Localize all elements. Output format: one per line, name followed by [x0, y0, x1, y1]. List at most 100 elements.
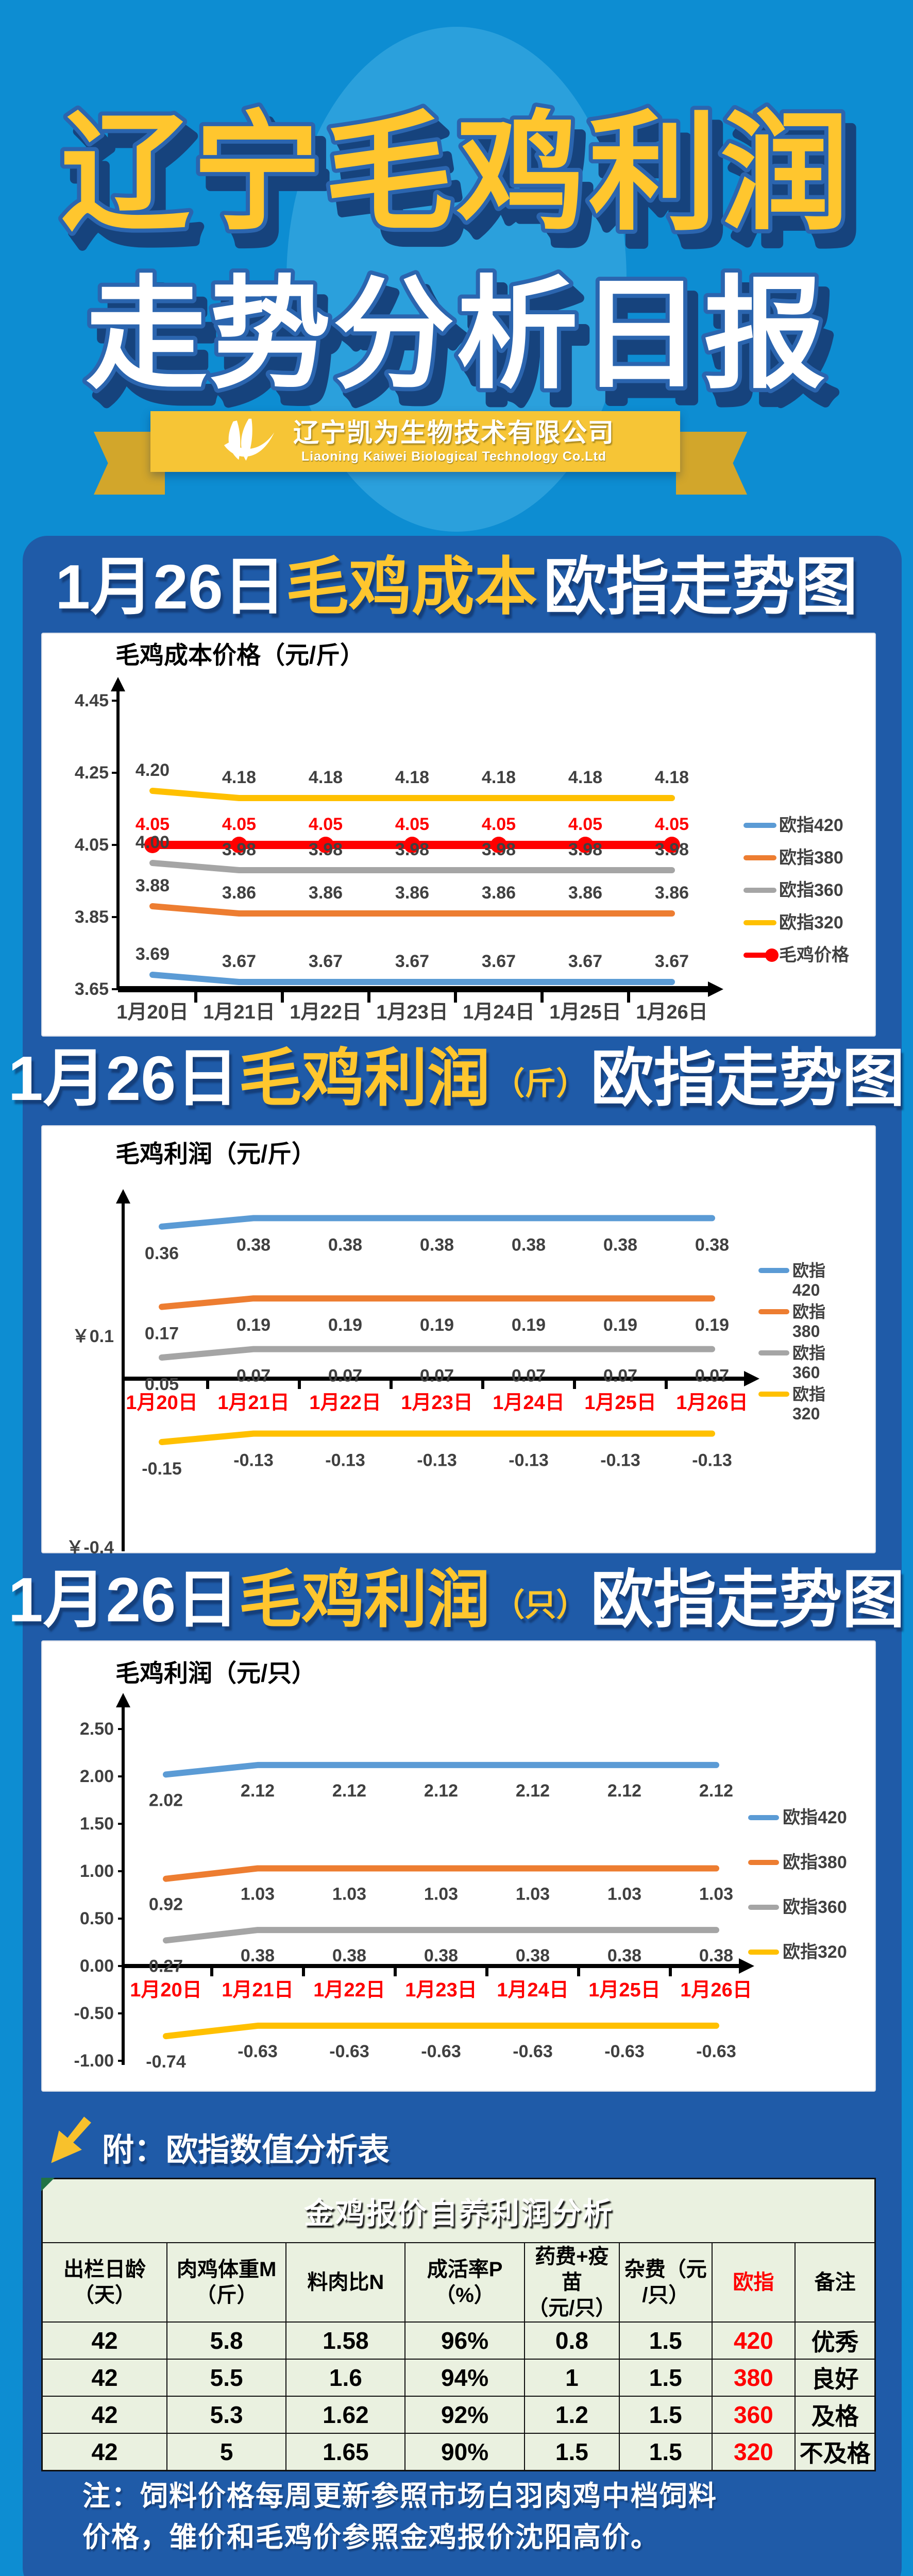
svg-text:0.38: 0.38 — [695, 1235, 729, 1255]
section-header-profit-jin: 1月26日毛鸡利润（斤）欧指走势图 — [0, 1047, 913, 1115]
svg-text:0.19: 0.19 — [236, 1315, 270, 1335]
svg-text:毛鸡利润（元/斤）: 毛鸡利润（元/斤） — [115, 1140, 316, 1167]
company-name: 辽宁凯为生物技术有限公司 — [293, 418, 615, 447]
table-col-header: 料肉比N — [285, 2242, 406, 2323]
svg-text:1月23日: 1月23日 — [401, 1392, 472, 1414]
svg-text:0.07: 0.07 — [603, 1366, 637, 1386]
svg-text:1月23日: 1月23日 — [405, 1979, 477, 2001]
svg-text:0.19: 0.19 — [695, 1315, 729, 1335]
svg-text:2.12: 2.12 — [241, 1781, 275, 1801]
svg-text:0.07: 0.07 — [236, 1366, 270, 1386]
svg-text:320: 320 — [792, 1404, 820, 1423]
svg-text:3.88: 3.88 — [136, 876, 170, 895]
svg-text:-0.13: -0.13 — [233, 1451, 274, 1470]
svg-text:毛鸡利润（元/只）: 毛鸡利润（元/只） — [115, 1659, 316, 1687]
svg-text:1月22日: 1月22日 — [309, 1392, 381, 1414]
svg-text:4.05: 4.05 — [222, 815, 256, 834]
note-line-2: 价格，雏价和毛鸡价参照金鸡报价沈阳高价。 — [82, 2522, 660, 2553]
svg-text:欧指380: 欧指380 — [783, 1853, 847, 1872]
svg-text:0.38: 0.38 — [236, 1235, 270, 1255]
company-logo-icon — [224, 418, 275, 461]
svg-text:毛鸡成本价格（元/斤）: 毛鸡成本价格（元/斤） — [115, 641, 364, 669]
svg-text:3.86: 3.86 — [655, 883, 689, 903]
svg-text:1月23日: 1月23日 — [376, 1002, 448, 1023]
svg-text:1月25日: 1月25日 — [549, 1002, 621, 1023]
svg-text:0.38: 0.38 — [328, 1235, 362, 1255]
svg-text:3.67: 3.67 — [482, 952, 516, 971]
svg-text:欧指360: 欧指360 — [783, 1897, 847, 1917]
svg-text:-0.63: -0.63 — [238, 2042, 278, 2061]
table-cell: 5.3 — [166, 2396, 287, 2434]
section1-prefix: 1月26日 — [55, 552, 286, 622]
table-cell: 380 — [711, 2359, 796, 2397]
note-line-1: 注：饲料价格每周更新参照市场白羽肉鸡中档饲料 — [82, 2481, 717, 2512]
table-cell: 1.6 — [285, 2359, 406, 2397]
analysis-table: 金鸡报价自养利润分析 出栏日龄 （天） 肉鸡体重M （斤） 料肉比N 成活率P （%）… — [41, 2178, 876, 2471]
svg-text:0.92: 0.92 — [149, 1895, 183, 1914]
svg-text:-1.00: -1.00 — [74, 2051, 114, 2071]
section2-prefix: 1月26日 — [8, 1043, 239, 1113]
svg-text:3.67: 3.67 — [568, 952, 602, 971]
svg-text:毛鸡价格: 毛鸡价格 — [779, 945, 850, 965]
svg-text:0.00: 0.00 — [80, 1956, 114, 1976]
company-name-en: Liaoning Kaiwei Biological Technology Co… — [301, 449, 607, 464]
section-header-profit-bird: 1月26日毛鸡利润（只）欧指走势图 — [0, 1568, 913, 1636]
svg-text:420: 420 — [792, 1281, 820, 1299]
svg-text:-0.50: -0.50 — [74, 2004, 114, 2023]
svg-text:欧指: 欧指 — [792, 1385, 825, 1403]
chart-cost-canvas: 毛鸡成本价格（元/斤） 4.45 4.25 4.05 3.85 3.65 1月20日 1月21… — [75, 641, 850, 1023]
svg-text:3.98: 3.98 — [568, 840, 602, 859]
table-cell: 1.5 — [619, 2433, 713, 2471]
svg-text:3.86: 3.86 — [222, 883, 256, 903]
section2-unit: （斤） — [493, 1065, 588, 1101]
svg-text:0.38: 0.38 — [699, 1946, 733, 1965]
table-col-header: 成活率P （%） — [404, 2242, 525, 2323]
svg-text:欧指360: 欧指360 — [779, 880, 843, 900]
svg-text:2.12: 2.12 — [516, 1781, 550, 1801]
svg-text:欧指420: 欧指420 — [783, 1808, 847, 1827]
svg-text:2.02: 2.02 — [149, 1790, 183, 1810]
svg-text:4.05: 4.05 — [655, 815, 689, 834]
svg-text:欧指: 欧指 — [792, 1261, 825, 1280]
svg-text:0.07: 0.07 — [420, 1366, 454, 1386]
table-cell: 5.8 — [166, 2321, 287, 2360]
svg-text:1月20日: 1月20日 — [116, 1002, 188, 1023]
svg-text:4.25: 4.25 — [75, 763, 109, 783]
section1-highlight: 毛鸡成本 — [285, 552, 537, 622]
table-cell: 1.65 — [285, 2433, 406, 2471]
section3-unit: （只） — [493, 1587, 588, 1622]
svg-text:4.05: 4.05 — [309, 815, 343, 834]
table-col-header: 杂费（元 /只） — [619, 2242, 713, 2323]
svg-text:欧指420: 欧指420 — [779, 816, 843, 835]
svg-text:4.05: 4.05 — [482, 815, 516, 834]
svg-text:1月20日: 1月20日 — [126, 1392, 197, 1414]
svg-text:1月21日: 1月21日 — [217, 1392, 289, 1414]
main-title-line2-shadow: 走势分析日报 — [96, 281, 838, 417]
svg-text:0.07: 0.07 — [328, 1366, 362, 1386]
svg-text:2.12: 2.12 — [699, 1781, 733, 1801]
main-title-line1-shadow: 辽宁毛鸡利润 — [71, 116, 863, 260]
svg-text:4.18: 4.18 — [395, 768, 429, 787]
svg-text:1月26日: 1月26日 — [636, 1002, 707, 1023]
svg-text:2.12: 2.12 — [332, 1781, 366, 1801]
table-cell: 92% — [404, 2396, 525, 2434]
svg-text:0.38: 0.38 — [516, 1946, 550, 1965]
svg-text:3.67: 3.67 — [395, 952, 429, 971]
table-corner-artifact — [41, 2178, 55, 2191]
analysis-table-wrap: 金鸡报价自养利润分析 出栏日龄 （天） 肉鸡体重M （斤） 料肉比N 成活率P （%）… — [41, 2178, 876, 2471]
table-title: 金鸡报价自养利润分析 — [41, 2178, 876, 2243]
chart-profit-jin-canvas: 毛鸡利润（元/斤） ￥0.1 ￥-0.4 1月20日 1月21日 1月22日 1月23日 1月… — [66, 1140, 825, 1554]
svg-text:0.36: 0.36 — [145, 1244, 179, 1263]
svg-text:380: 380 — [792, 1322, 820, 1341]
svg-text:￥0.1: ￥0.1 — [72, 1327, 114, 1346]
svg-text:0.38: 0.38 — [603, 1235, 637, 1255]
table-cell: 5 — [166, 2433, 287, 2471]
table-cell: 42 — [41, 2359, 168, 2397]
svg-text:3.98: 3.98 — [222, 840, 256, 859]
svg-text:4.18: 4.18 — [568, 768, 602, 787]
svg-text:欧指320: 欧指320 — [779, 913, 843, 933]
svg-text:4.05: 4.05 — [136, 815, 170, 834]
svg-text:4.05: 4.05 — [395, 815, 429, 834]
svg-text:3.67: 3.67 — [222, 952, 256, 971]
